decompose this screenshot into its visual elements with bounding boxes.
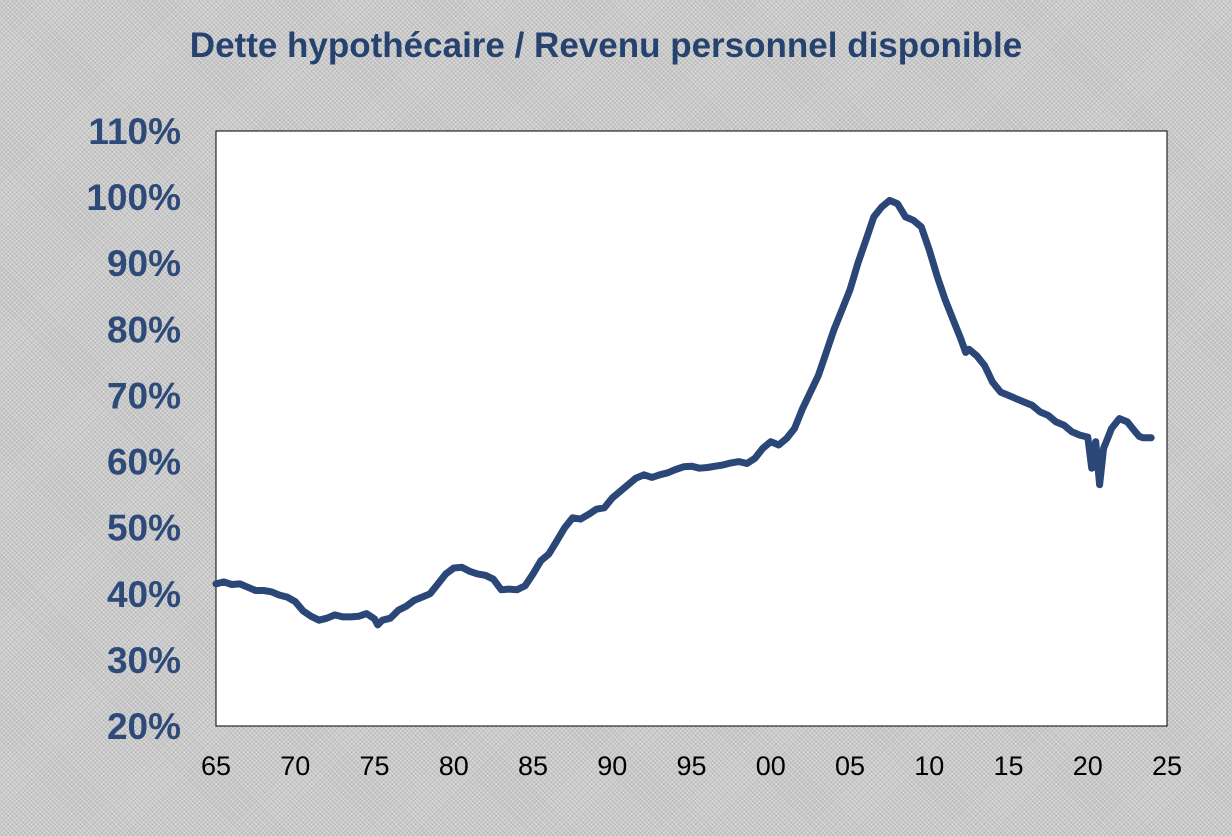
x-tick-label: 75: [359, 751, 389, 781]
chart-title: Dette hypothécaire / Revenu personnel di…: [189, 26, 1023, 65]
x-tick-label: 25: [1152, 751, 1182, 781]
y-tick-label: 80%: [107, 309, 181, 350]
series-line: [212, 196, 1155, 629]
y-tick-label: 40%: [107, 574, 181, 615]
x-axis: 65 70 75 80 85 90 95 00 05 10 15 20 25: [201, 751, 1182, 781]
y-tick-label: 60%: [107, 442, 181, 483]
x-tick-label: 90: [597, 751, 627, 781]
y-tick-label: 100%: [86, 177, 181, 218]
series-group: [212, 196, 1155, 629]
x-tick-label: 65: [201, 751, 231, 781]
x-tick-label: 95: [676, 751, 706, 781]
x-tick-label: 20: [1073, 751, 1103, 781]
y-axis: 110% 100% 90% 80% 70% 60% 50% 40% 30% 20%: [86, 111, 181, 747]
x-tick-label: 00: [756, 751, 786, 781]
y-tick-label: 110%: [88, 111, 181, 152]
x-tick-label: 10: [914, 751, 944, 781]
y-tick-label: 50%: [107, 508, 181, 549]
x-tick-label: 15: [993, 751, 1023, 781]
x-tick-label: 05: [835, 751, 865, 781]
plot-area: [215, 130, 1168, 727]
x-tick-label: 80: [439, 751, 469, 781]
x-tick-label: 70: [280, 751, 310, 781]
x-tick-label: 85: [518, 751, 548, 781]
y-tick-label: 30%: [107, 640, 181, 681]
y-tick-label: 90%: [107, 243, 181, 284]
y-tick-label: 70%: [107, 375, 181, 416]
y-tick-label: 20%: [107, 706, 181, 747]
